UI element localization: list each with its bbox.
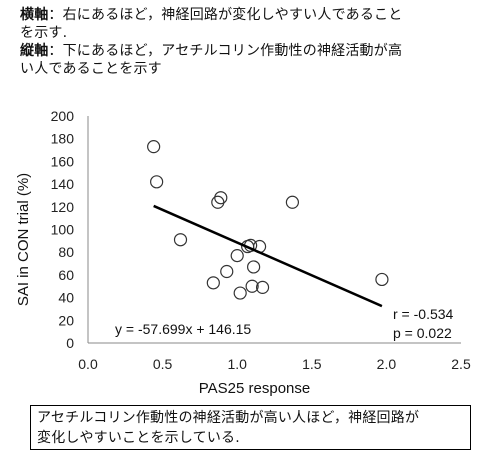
x-tick-labels: 0.0 0.5 1.0 1.5 2.0 2.5 xyxy=(78,356,471,372)
y-tick-label: 0 xyxy=(66,335,74,351)
data-point xyxy=(220,264,234,279)
y-tick-label: 80 xyxy=(58,244,74,260)
data-point xyxy=(255,280,270,294)
correlation-r-value: r = -0.534 xyxy=(393,306,454,322)
regression-equation: y = -57.699x + 146.15 xyxy=(115,321,251,337)
data-point xyxy=(375,272,389,287)
y-tick-label: 40 xyxy=(58,290,74,306)
data-point xyxy=(150,175,164,189)
y-tick-label: 160 xyxy=(51,153,75,169)
y-tick-labels: 0 20 40 60 80 100 120 140 160 180 200 xyxy=(51,108,75,351)
x-tick-label: 1.5 xyxy=(302,356,322,372)
data-point xyxy=(230,249,244,263)
axis-explanation-note: 横軸：右にあるほど，神経回路が変化しやすい人であること を示す. 縦軸：下にある… xyxy=(20,6,486,78)
y-axis-note-cont: い人であることを示す xyxy=(20,61,162,77)
data-point xyxy=(285,195,300,209)
y-tick-label: 140 xyxy=(51,176,75,192)
y-tick-label: 20 xyxy=(58,312,74,328)
x-tick-label: 2.5 xyxy=(451,356,471,372)
x-tick-label: 0.5 xyxy=(153,356,173,372)
data-point xyxy=(147,140,161,154)
data-point xyxy=(206,276,220,290)
y-tick-label: 60 xyxy=(58,267,74,283)
data-point xyxy=(245,279,259,293)
p-value: p = 0.022 xyxy=(393,325,452,341)
x-axis-note: 横軸：右にあるほど，神経回路が変化しやすい人であること xyxy=(20,6,486,24)
x-axis-title: PAS25 response xyxy=(199,380,310,397)
y-axis-title: SAI in CON trial (%) xyxy=(15,173,32,306)
x-tick-label: 2.0 xyxy=(377,356,397,372)
x-tick-label: 1.0 xyxy=(227,356,247,372)
data-point xyxy=(173,233,188,247)
conclusion-line-1: アセチルコリン作動性の神経活動が高い人ほど，神経回路が xyxy=(37,410,420,426)
conclusion-line-2: 変化しやすいことを示している. xyxy=(37,430,240,446)
y-axis-note: 縦軸：下にあるほど，アセチルコリン作動性の神経活動が高 xyxy=(20,42,486,60)
data-point xyxy=(247,260,261,274)
x-axis-note-cont: を示す. xyxy=(20,25,68,41)
x-axis-note-key: 横軸 xyxy=(20,7,49,23)
data-point xyxy=(214,191,228,205)
x-tick-label: 0.0 xyxy=(78,356,98,372)
y-tick-label: 180 xyxy=(51,131,75,147)
y-axis-note-key: 縦軸 xyxy=(20,43,49,59)
y-tick-label: 120 xyxy=(51,199,75,215)
trend-line xyxy=(153,204,383,308)
data-point xyxy=(233,286,247,300)
conclusion-box: アセチルコリン作動性の神経活動が高い人ほど，神経回路が 変化しやすいことを示して… xyxy=(30,405,471,450)
y-tick-label: 200 xyxy=(51,108,75,124)
y-axis-note-text: ：下にあるほど，アセチルコリン作動性の神経活動が高 xyxy=(48,43,403,59)
y-tick-label: 100 xyxy=(51,222,75,238)
x-axis-note-text: ：右にあるほど，神経回路が変化しやすい人であること xyxy=(48,7,403,23)
